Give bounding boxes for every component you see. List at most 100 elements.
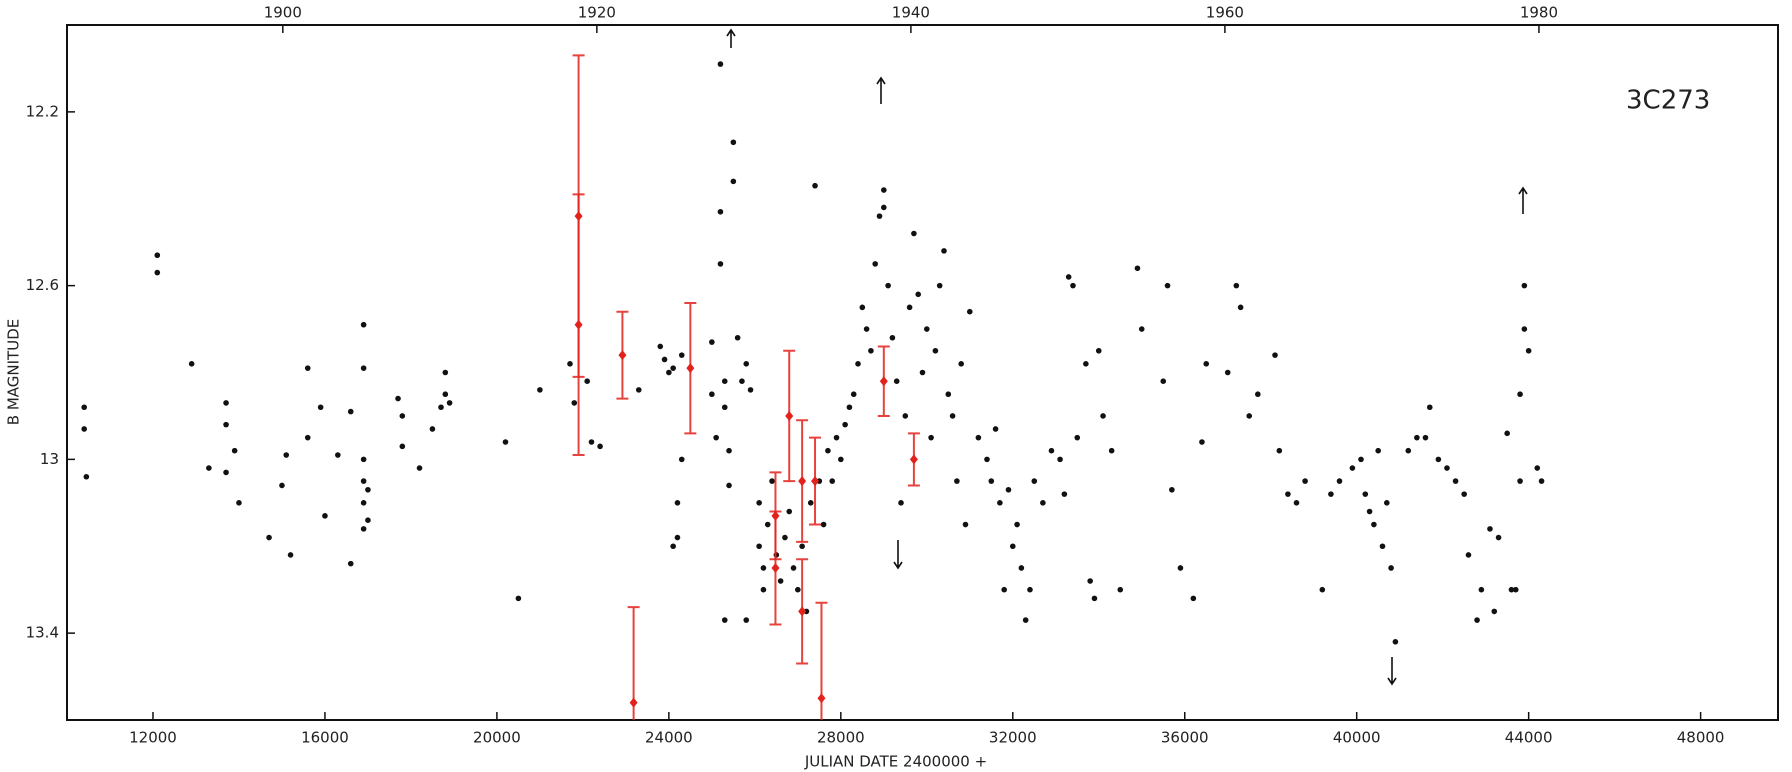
point [1134,265,1141,272]
arrow-up [726,28,736,48]
point [360,321,367,328]
point [1426,404,1433,411]
x-tick-label: 40000 [1333,729,1381,747]
point [360,478,367,484]
point [1117,586,1124,593]
point [881,204,887,211]
point [902,413,909,419]
point [1169,486,1175,493]
point [322,513,328,519]
point [1383,500,1390,506]
point [842,421,848,428]
point [713,434,719,441]
point [1083,361,1089,367]
point [966,308,973,315]
point [743,361,750,367]
point [932,347,939,354]
point [893,378,900,384]
point [709,391,715,398]
x-tick-label: 16000 [301,729,349,747]
point [876,213,883,219]
point [502,439,509,445]
point [588,439,595,445]
point [1388,565,1394,571]
point [717,261,724,267]
y-tick-label: 13 [40,450,59,468]
point [889,334,896,341]
point [997,500,1003,506]
point [756,543,762,550]
point [1487,526,1493,532]
point [881,187,887,193]
point [670,365,676,371]
point [1057,456,1063,463]
point [154,252,161,259]
point [909,454,918,465]
arrow-down [1387,657,1397,686]
point [798,606,807,617]
annotation: 3C273 [1626,86,1710,116]
point [760,586,767,593]
point [1538,478,1545,484]
point [81,404,87,411]
point [1108,447,1115,454]
point [975,434,982,441]
point [872,261,879,267]
point [906,304,913,311]
point [846,404,853,411]
point [618,350,627,361]
point [674,500,681,506]
point [730,139,737,146]
point [984,456,990,463]
point [1349,465,1356,471]
point [1375,447,1381,454]
point [962,521,969,528]
point [1237,304,1244,311]
point [515,595,522,602]
point [154,269,161,276]
point [1521,282,1528,289]
point [670,543,676,550]
point [1005,486,1012,493]
error-bar [815,601,828,720]
point [1465,552,1472,558]
point [811,476,820,487]
point [347,560,354,567]
point [206,465,212,471]
point [1358,456,1364,463]
point [1495,534,1502,541]
x2-tick-label: 1900 [264,4,302,22]
point [335,452,341,458]
point [850,391,857,398]
point [283,452,290,458]
point [1022,617,1029,623]
point [816,478,823,484]
x-tick-label: 48000 [1677,729,1725,747]
point [438,404,444,411]
point [429,426,436,432]
point [825,447,831,454]
point [949,413,956,419]
point [1517,478,1523,484]
point [859,304,866,311]
x-tick-label: 32000 [989,729,1037,747]
point [279,482,285,489]
point [743,617,750,623]
arrow-up [1518,186,1528,214]
point [686,363,695,374]
point [730,178,737,185]
point [1177,565,1184,571]
point [446,400,453,406]
point [915,291,922,298]
point [304,365,311,371]
point [1405,447,1412,454]
x-tick-label: 12000 [129,729,177,747]
point [674,534,681,541]
x-axis-title: JULIAN DATE 2400000 + [804,753,987,771]
point [992,426,999,432]
point [898,500,904,506]
error-bar [627,606,640,720]
point [395,395,401,402]
point [1422,434,1429,441]
point [1512,586,1519,593]
